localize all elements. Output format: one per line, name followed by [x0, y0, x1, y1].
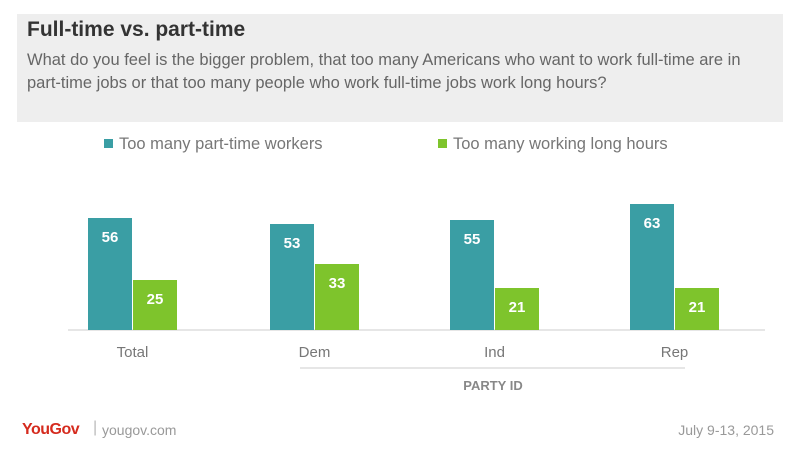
chart-title: Full-time vs. part-time	[27, 18, 246, 41]
legend: Too many part-time workers Too many work…	[0, 135, 800, 157]
legend-label-long-hours: Too many working long hours	[453, 135, 668, 153]
legend-item-part-time: Too many part-time workers	[104, 135, 323, 154]
legend-swatch-long-hours	[438, 139, 447, 148]
bar-dem-series-1	[270, 224, 314, 330]
data-label-rep-series-1: 63	[644, 215, 661, 232]
yougov-logo: YouGov	[22, 421, 80, 438]
bar-dem-series-2	[315, 264, 359, 330]
footer-separator: |	[93, 419, 98, 436]
bar-total-series-2	[133, 280, 177, 330]
group-label-party-id: PARTY ID	[463, 378, 522, 393]
bar-rep-series-2	[675, 288, 719, 330]
footer-date: July 9-13, 2015	[678, 422, 774, 438]
data-label-dem-series-1: 53	[284, 235, 301, 252]
legend-label-part-time: Too many part-time workers	[119, 135, 323, 153]
header-panel: Full-time vs. part-time What do you feel…	[17, 14, 783, 122]
category-label-total: Total	[117, 344, 149, 361]
data-label-rep-series-2: 21	[689, 299, 706, 316]
legend-item-long-hours: Too many working long hours	[438, 135, 668, 154]
data-label-dem-series-2: 33	[329, 275, 346, 292]
bar-rep-series-1	[630, 204, 674, 330]
data-label-total-series-1: 56	[102, 229, 119, 246]
category-label-dem: Dem	[299, 344, 331, 361]
bar-ind-series-2	[495, 288, 539, 330]
footer-url[interactable]: yougov.com	[102, 422, 177, 438]
category-label-rep: Rep	[661, 344, 689, 361]
bar-total-series-1	[88, 218, 132, 330]
data-label-ind-series-1: 55	[464, 231, 481, 248]
data-label-ind-series-2: 21	[509, 299, 526, 316]
data-label-total-series-2: 25	[147, 291, 164, 308]
chart-subtitle: What do you feel is the bigger problem, …	[27, 51, 741, 92]
bar-ind-series-1	[450, 220, 494, 330]
category-label-ind: Ind	[484, 344, 505, 361]
legend-swatch-part-time	[104, 139, 113, 148]
